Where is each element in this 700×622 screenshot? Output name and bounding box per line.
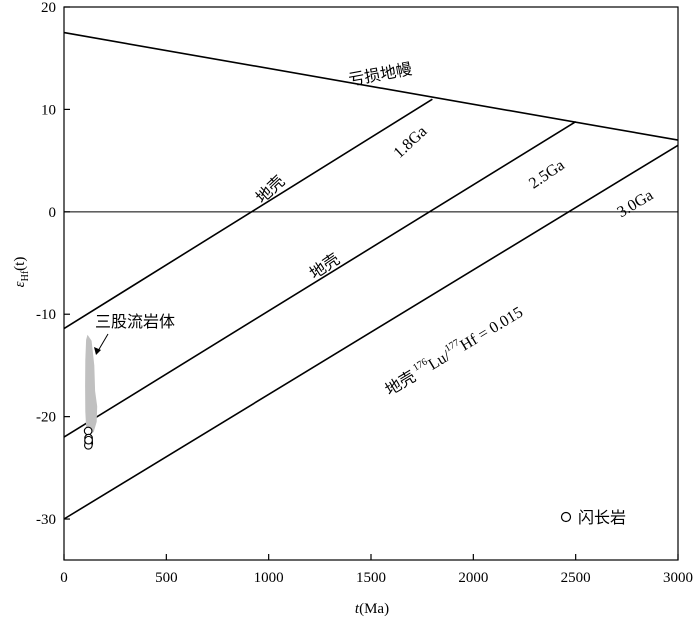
x-tick-label: 500 [155,570,178,586]
age-3.0ga-label: 3.0Ga [614,187,656,221]
y-tick-label: 10 [41,102,56,118]
axis-ticks-group: 0 500 1000 1500 2000 2500 3000 -30 -20 -10 0 10 20 [36,0,693,586]
y-tick-label: -10 [36,307,56,323]
ratio-label-group: 地壳 176Lu/177Hf = 0.015 [382,301,526,400]
x-axis-unit: (Ma) [359,601,389,617]
lu-hf-ratio-label: 176Lu/177Hf = 0.015 [411,301,526,381]
age-2.5ga-label: 2.5Ga [526,157,568,193]
x-axis-title: t(Ma) [355,601,389,617]
plot-frame [63,6,679,561]
y-axis-arg: (t) [12,257,28,271]
x-tick-label: 1500 [356,570,386,586]
y-tick-label: 0 [49,205,57,221]
age-1.8ga-label: 1.8Ga [391,123,431,162]
field-label-arrow [97,333,109,352]
series-line [63,121,577,438]
series-line [63,31,679,141]
x-axis-var: t [355,601,360,617]
data-point [84,435,93,445]
crust-label-middle: 地壳 [306,249,343,283]
field-label-arrowhead [94,347,101,355]
x-tick-label: 2500 [561,570,591,586]
data-point [83,426,93,436]
field-label: 三股流岩体 [95,312,175,331]
x-tick-label: 2000 [458,570,488,586]
field-group [85,334,98,436]
y-axis-var: ε [12,281,28,287]
field-shape [85,334,98,436]
legend-marker-icon [560,511,572,523]
crust-label-lower: 地壳 [382,367,419,400]
series-lines-group [63,31,679,520]
mantle-label: 亏损地幔 [347,59,413,89]
crust-label-upper: 地壳 [252,171,288,207]
ratio-hf: Hf = 0.015 [457,304,526,355]
y-tick-label: -20 [36,410,56,426]
plot-frame-group [63,6,679,561]
y-axis-sub: Hf [20,270,31,281]
y-tick-label: 20 [41,0,56,16]
series-line [63,98,433,330]
legend-label-diorite: 闪长岩 [578,508,626,527]
y-axis-title: εHf(t) [12,257,31,288]
x-tick-label: 3000 [663,570,693,586]
points-group [83,426,94,450]
x-tick-label: 1000 [254,570,284,586]
y-tick-label: -30 [36,512,56,528]
x-tick-label: 0 [60,570,68,586]
series-line [63,144,679,520]
